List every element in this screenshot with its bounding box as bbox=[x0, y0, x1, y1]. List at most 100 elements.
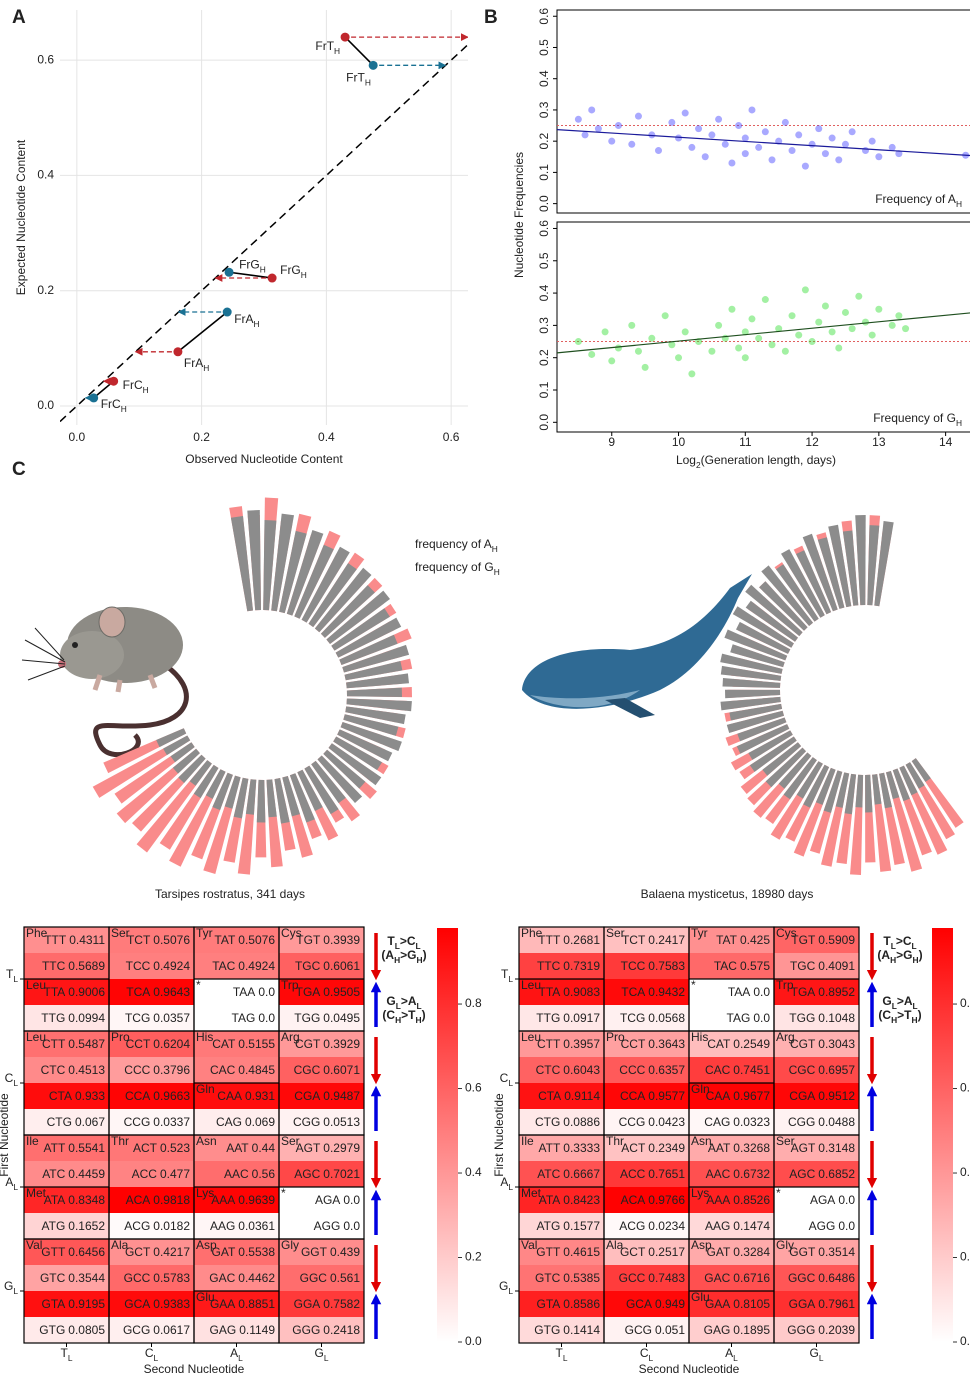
annotation-part: ) bbox=[919, 948, 923, 962]
cell-label: ACA 0.9766 bbox=[621, 1193, 686, 1207]
annotation-part: L bbox=[395, 941, 400, 951]
colorbar-label: 0.0 bbox=[465, 1334, 482, 1348]
annotation-part: H bbox=[416, 1015, 422, 1025]
codon: CAA bbox=[706, 1089, 731, 1103]
cell-value: 0.8423 bbox=[563, 1193, 600, 1207]
cell-value: 0.4615 bbox=[563, 1245, 600, 1259]
x-tick-label: 0.4 bbox=[318, 430, 335, 444]
point-label-part: FrA bbox=[184, 356, 203, 370]
cell-value: 0.8526 bbox=[733, 1193, 770, 1207]
radial-bar bbox=[304, 765, 339, 815]
amino-acid: Leu bbox=[26, 978, 46, 992]
radial-bar bbox=[736, 724, 790, 754]
amino-acid: Ser bbox=[281, 1134, 300, 1148]
codon: GTG bbox=[534, 1323, 560, 1337]
heatmap-cell bbox=[774, 1291, 859, 1317]
heatmap-cell bbox=[519, 1213, 604, 1239]
point bbox=[634, 347, 642, 355]
annotation-part: L bbox=[417, 1001, 422, 1011]
cell-label: GTC 0.3544 bbox=[40, 1271, 105, 1285]
point-label-part: H bbox=[301, 270, 307, 280]
point-label: FrCH bbox=[101, 397, 127, 414]
identity-line bbox=[60, 44, 468, 423]
annotation-part: >A bbox=[401, 994, 417, 1008]
annotation-part: H bbox=[417, 955, 423, 965]
radial-bar bbox=[865, 774, 873, 813]
cell-value: 0.0617 bbox=[153, 1323, 190, 1337]
heatmap-cell bbox=[194, 1213, 279, 1239]
amino-acid: Tyr bbox=[196, 926, 213, 940]
point bbox=[868, 331, 876, 339]
heatmap-cell bbox=[279, 979, 364, 1005]
cell-value: 0.9512 bbox=[818, 1089, 855, 1103]
cell-label: TCG 0.0357 bbox=[125, 1011, 190, 1025]
annotation-part: L bbox=[396, 1001, 401, 1011]
heatmap-cell bbox=[279, 1083, 364, 1109]
x-axis-label: Observed Nucleotide Content bbox=[185, 452, 343, 466]
y-axis-label: Expected Nucleotide Content bbox=[14, 139, 28, 295]
cell-label: TCT 0.5076 bbox=[127, 933, 190, 947]
cell-label: CCT 0.6204 bbox=[126, 1037, 191, 1051]
heatmap-cell bbox=[279, 1239, 364, 1265]
colorbar-label: 0.2 bbox=[960, 1250, 970, 1264]
heatmap-cell bbox=[604, 1291, 689, 1317]
cell-label: GGG 0.2039 bbox=[787, 1323, 855, 1337]
cell-label: TCC 0.4924 bbox=[126, 959, 191, 973]
cell-value: 0.9487 bbox=[323, 1089, 360, 1103]
codon: GAA bbox=[210, 1297, 235, 1311]
heatmap-cell bbox=[24, 1317, 109, 1343]
radial-bar bbox=[212, 772, 233, 811]
codon: TTA bbox=[44, 985, 66, 999]
point bbox=[675, 354, 683, 362]
cell-value: 0.7483 bbox=[648, 1271, 685, 1285]
codon: CTG bbox=[47, 1115, 72, 1129]
amino-acid: * bbox=[281, 1186, 286, 1200]
heatmap-cell bbox=[774, 1213, 859, 1239]
cell-label: CTG 0.067 bbox=[47, 1115, 106, 1129]
annotation-part: L bbox=[892, 1001, 897, 1011]
amino-acid: His bbox=[691, 1030, 708, 1044]
cell-value: 0.3643 bbox=[648, 1037, 685, 1051]
cell-label: CCA 0.9577 bbox=[620, 1089, 685, 1103]
heatmap-cell bbox=[689, 1031, 774, 1057]
heatmap-cell bbox=[194, 1057, 279, 1083]
point bbox=[775, 325, 783, 333]
heatmap-cell bbox=[689, 1083, 774, 1109]
cell-value: 0.6852 bbox=[818, 1167, 855, 1181]
x-tick-label: 0.0 bbox=[69, 430, 86, 444]
amino-acid: Gln bbox=[196, 1082, 215, 1096]
legend-entry: frequency of AH bbox=[415, 537, 498, 554]
codon: AGG bbox=[314, 1219, 341, 1233]
point-label: FrTH bbox=[315, 39, 340, 56]
annotation-part: >A bbox=[897, 994, 913, 1008]
codon: GAC bbox=[209, 1271, 235, 1285]
heatmap-cell bbox=[279, 1187, 364, 1213]
x-tick-label-part: C bbox=[640, 1346, 649, 1360]
heatmap-cell bbox=[689, 953, 774, 979]
codon: CAT bbox=[212, 1037, 236, 1051]
point bbox=[808, 140, 816, 148]
codon: AAT bbox=[226, 1141, 249, 1155]
plot-area bbox=[557, 106, 970, 170]
cell-value: 0.575 bbox=[740, 959, 770, 973]
point-label-part: H bbox=[334, 46, 340, 56]
codon: TGA bbox=[296, 985, 321, 999]
cell-value: 0.9818 bbox=[153, 1193, 190, 1207]
radial-bar bbox=[172, 748, 200, 774]
y-tick-label-part: L bbox=[508, 1286, 513, 1296]
cell-label: ACC 0.477 bbox=[132, 1167, 191, 1181]
heatmap-cell bbox=[689, 1187, 774, 1213]
annotation: GL>AL bbox=[386, 994, 421, 1011]
cell-label: CAG 0.0323 bbox=[704, 1115, 770, 1129]
point bbox=[888, 321, 896, 329]
radial-bar bbox=[874, 521, 894, 607]
radial-bar bbox=[872, 774, 882, 805]
point bbox=[741, 150, 749, 158]
point bbox=[708, 347, 716, 355]
radial-bar bbox=[783, 757, 817, 800]
radial-bar bbox=[835, 772, 850, 808]
cell-label: ATC 0.4459 bbox=[42, 1167, 105, 1181]
codon: GTA bbox=[537, 1297, 561, 1311]
codon: CCA bbox=[125, 1089, 150, 1103]
